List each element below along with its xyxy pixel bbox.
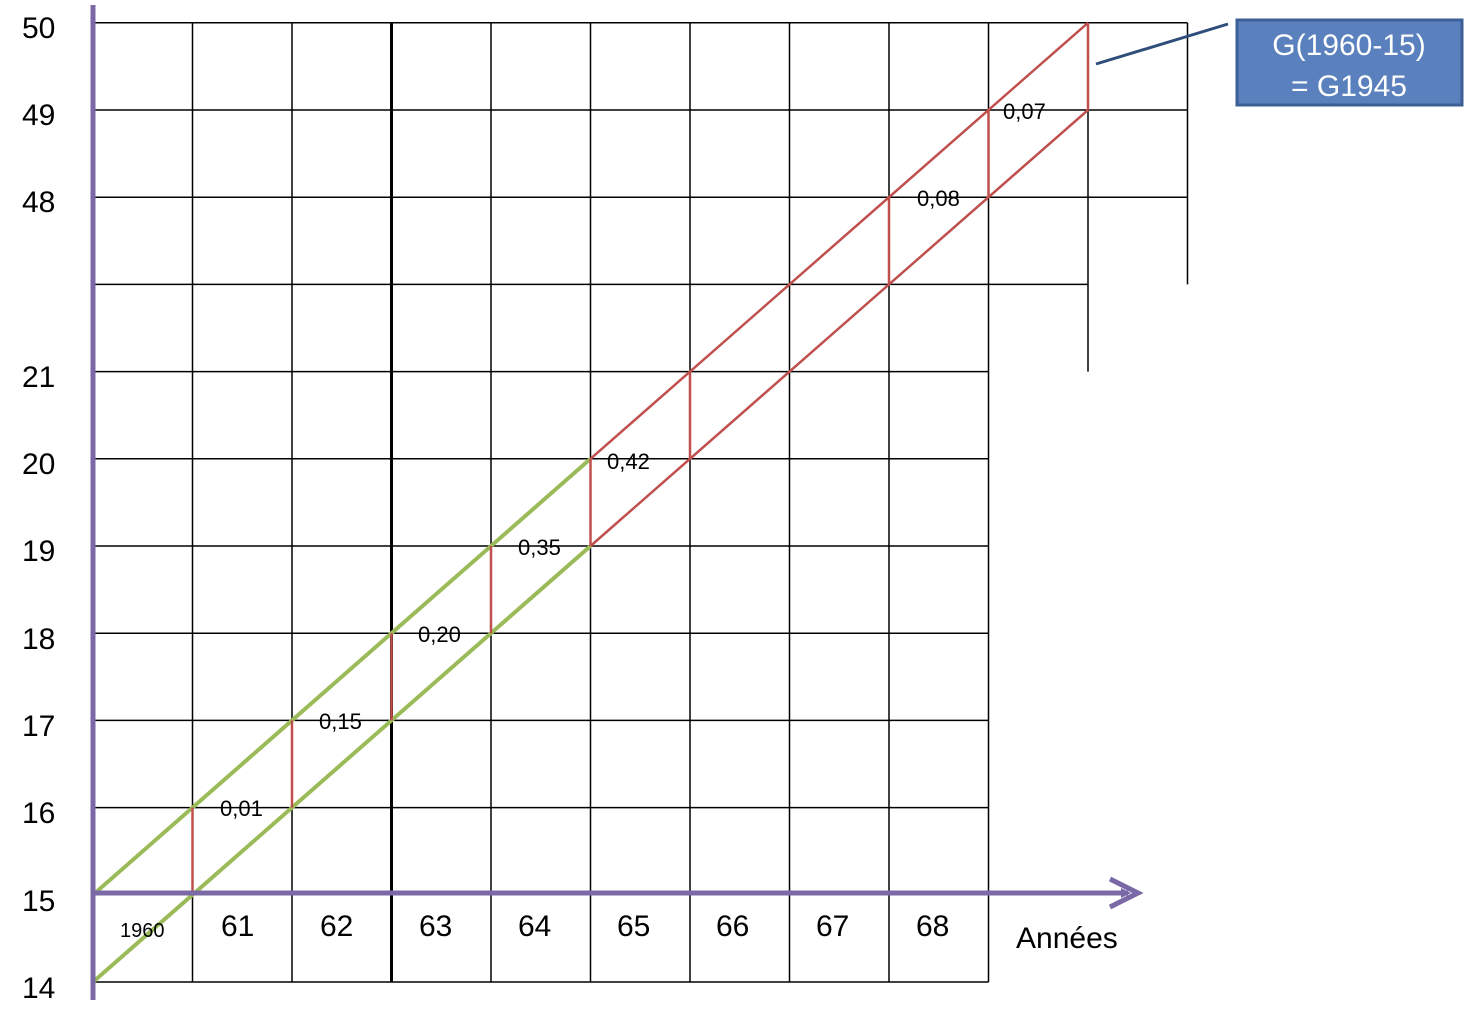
rate-labels: 0,01 0,15 0,20 0,35 0,42 0,08 0,07 (220, 99, 1046, 821)
rate-label-2: 0,15 (319, 709, 362, 734)
x-label-68: 68 (916, 910, 949, 943)
rate-label-4: 0,35 (518, 535, 561, 560)
y-label-20: 20 (22, 448, 55, 481)
y-label-17: 17 (22, 710, 55, 743)
cohort-diagonals (91, 21, 1089, 984)
x-label-66: 66 (716, 910, 749, 943)
x-label-1960: 1960 (120, 920, 165, 942)
y-label-18: 18 (22, 623, 55, 656)
grid (93, 22, 1189, 983)
callout-box (1235, 18, 1464, 107)
y-label-49: 49 (22, 99, 55, 132)
y-label-21: 21 (22, 361, 55, 394)
cohort-upper-red-line (589, 21, 1089, 460)
y-label-19: 19 (22, 535, 55, 568)
x-label-67: 67 (816, 910, 849, 943)
x-axis-title: Années (1016, 922, 1118, 955)
rate-label-7: 0,07 (1003, 99, 1046, 124)
y-label-15: 15 (22, 885, 55, 918)
x-label-61: 61 (221, 910, 254, 943)
callout-line-1: G(1960-15) (1272, 29, 1425, 62)
y-label-16: 16 (22, 797, 55, 830)
rate-label-5: 0,42 (607, 449, 650, 474)
rate-label-1: 0,01 (220, 796, 263, 821)
x-label-65: 65 (617, 910, 650, 943)
y-label-14: 14 (22, 972, 55, 1005)
x-label-62: 62 (320, 910, 353, 943)
y-axis-labels: 14 15 16 17 18 19 20 21 48 49 50 (22, 12, 55, 1005)
rate-label-6: 0,08 (917, 186, 960, 211)
cohort-lower-red-line (589, 109, 1089, 547)
callout-line-2: = G1945 (1291, 70, 1407, 103)
cohort-lower-green-line (91, 544, 592, 984)
x-axis-arrow (1108, 876, 1144, 910)
x-label-63: 63 (419, 910, 452, 943)
y-label-50: 50 (22, 12, 55, 45)
x-label-64: 64 (518, 910, 551, 943)
y-label-48: 48 (22, 186, 55, 219)
cohort-upper-green-line (91, 457, 592, 897)
x-axis-labels: 1960 61 62 63 64 65 66 67 68 Années (120, 910, 1118, 955)
callout-leader-line (1095, 22, 1229, 66)
rate-label-3: 0,20 (418, 622, 461, 647)
red-vertical-segments (191, 22, 1090, 895)
